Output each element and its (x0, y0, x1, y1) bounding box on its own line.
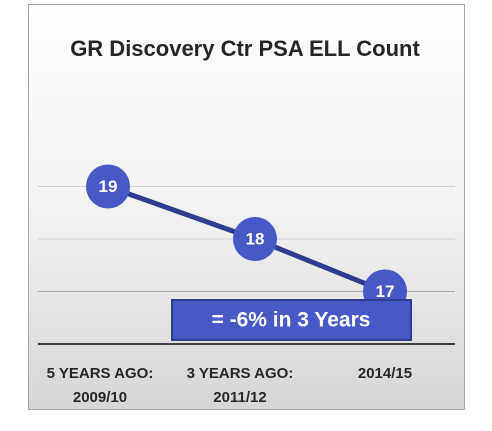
x-tick-label: 2014/15 (357, 365, 413, 382)
x-tick-label: 5 YEARS AGO: 2009/10 (46, 365, 154, 406)
annotation: = -6% in 3 Years (212, 309, 371, 332)
annotation-box (171, 299, 412, 341)
x-tick-label: 3 YEARS AGO: 2011/12 (186, 365, 294, 406)
data-point (86, 164, 130, 209)
data-label: 18 (246, 229, 265, 248)
chart-title: GR Discovery Ctr PSA ELL Count (70, 36, 420, 61)
data-point (233, 217, 277, 261)
data-label: 19 (99, 177, 118, 196)
data-label: 17 (376, 282, 395, 301)
